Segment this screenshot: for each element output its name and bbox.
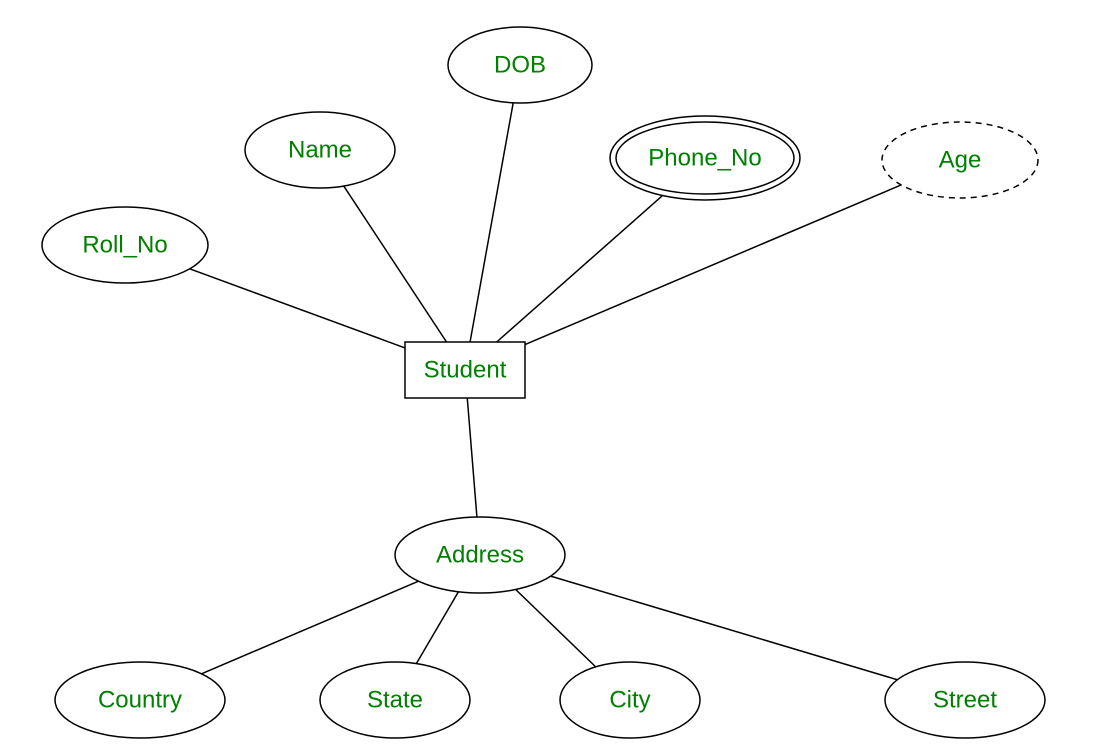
label-rollno: Roll_No [82,231,167,258]
edges-layer [190,103,901,680]
label-name: Name [288,136,352,163]
edge-address-country [202,581,419,674]
label-phone: Phone_No [648,144,761,171]
node-age: Age [882,122,1038,198]
label-student: Student [424,356,507,383]
edge-student-dob [470,103,513,342]
label-city: City [609,686,650,713]
er-diagram: Student Roll_No Name DOB Phone_No Age Address C… [0,0,1112,753]
node-name: Name [245,112,395,188]
label-dob: DOB [494,51,546,78]
nodes-layer: Student Roll_No Name DOB Phone_No Age Address C… [42,27,1045,738]
node-phone: Phone_No [610,116,800,200]
edge-student-name [344,186,447,342]
label-address: Address [436,541,524,568]
node-state: State [320,662,470,738]
label-country: Country [98,686,182,713]
node-dob: DOB [448,27,592,103]
node-street: Street [885,662,1045,738]
edge-student-rollno [190,269,405,348]
edge-student-address [467,398,477,517]
edge-student-age [525,185,901,345]
edge-address-city [516,589,596,666]
node-student: Student [405,342,525,398]
edge-address-state [416,592,458,664]
node-rollno: Roll_No [42,207,208,283]
node-city: City [560,662,700,738]
label-age: Age [939,146,982,173]
node-address: Address [395,517,565,593]
node-country: Country [55,662,225,738]
label-street: Street [933,686,997,713]
label-state: State [367,686,423,713]
edge-student-phone [497,196,663,342]
